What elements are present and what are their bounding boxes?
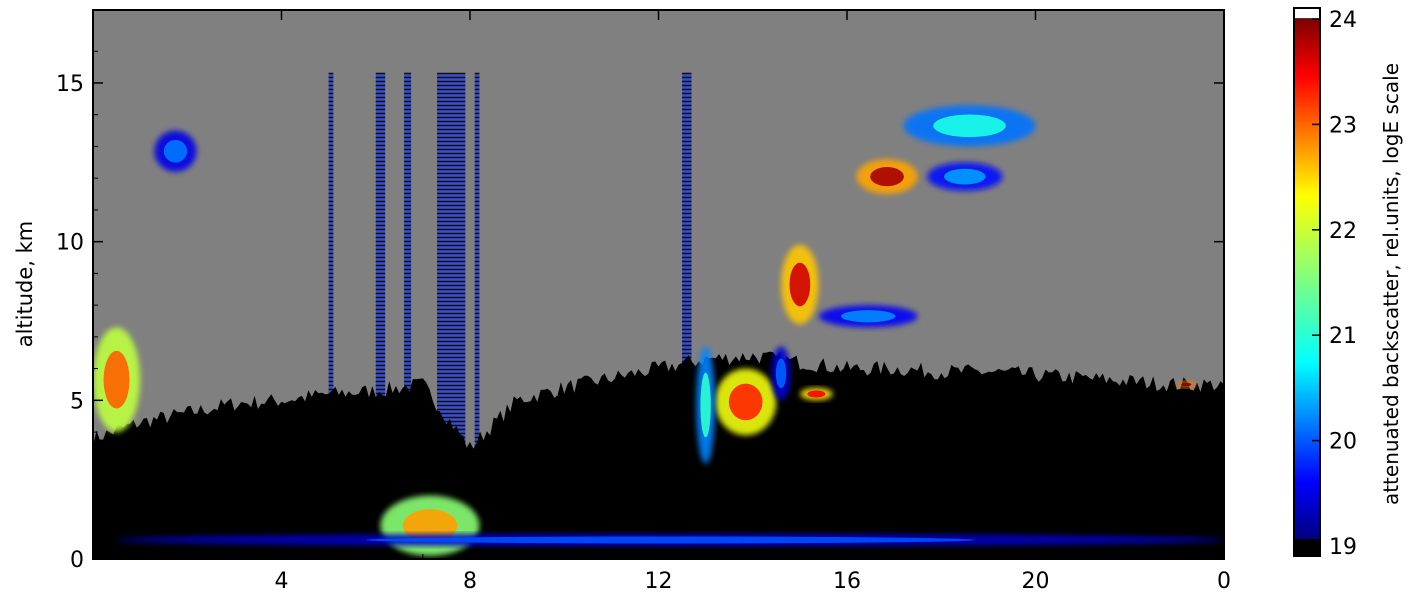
cloud-core <box>1181 382 1192 387</box>
cloud-layer <box>903 105 1036 147</box>
x-tick-label: 0 <box>1217 569 1231 594</box>
cloud-layer <box>715 368 777 436</box>
cloud-layer <box>154 130 197 172</box>
colorbar-over-cap <box>1293 7 1321 20</box>
missing-data-column <box>682 73 692 559</box>
y-tick-label: 10 <box>56 231 84 256</box>
cloud-core <box>365 536 975 544</box>
missing-data-column <box>474 73 480 559</box>
cloud-layer <box>771 346 791 401</box>
colorbar-frame <box>1293 7 1321 557</box>
x-tick-label: 20 <box>1022 569 1050 594</box>
cloud-layer <box>799 387 833 401</box>
colorbar-tick-label: 22 <box>1329 219 1357 244</box>
cloud-layer <box>818 305 918 328</box>
cloud-core <box>728 383 763 421</box>
y-axis-label: altitude, km <box>13 221 37 348</box>
cloud-core <box>933 114 1006 138</box>
colorbar-gradient <box>1294 19 1320 539</box>
colorbar-tick-label: 23 <box>1329 113 1357 138</box>
colorbar-tick-label: 19 <box>1329 535 1357 560</box>
cloud-layer <box>856 159 918 195</box>
colorbar: 19 20 21 22 23 24 attenuated backscatter, rel… <box>1293 7 1403 560</box>
missing-data-column <box>375 73 386 559</box>
colorbar-tick-label: 20 <box>1329 430 1357 455</box>
x-tick-label: 12 <box>645 569 673 594</box>
noise-fill <box>93 351 1224 559</box>
colorbar-ticks: 19 20 21 22 23 24 <box>1312 8 1357 560</box>
cloud-core <box>840 310 896 323</box>
y-tick-label: 5 <box>70 389 84 414</box>
cloud-core <box>944 168 986 185</box>
colorbar-tick-label: 21 <box>1329 324 1357 349</box>
colorbar-label: attenuated backscatter, rel.units, logE … <box>1379 63 1403 505</box>
cloud-core <box>775 358 787 389</box>
cloud-core <box>789 262 811 307</box>
cloud-core <box>807 390 826 398</box>
y-tick-label: 0 <box>70 548 84 573</box>
cloud-layer <box>927 162 1003 191</box>
cloud-layers <box>93 105 1224 556</box>
cloud-layer <box>1176 381 1196 388</box>
colorbar-under-cap <box>1294 539 1320 556</box>
y-axis: 0 5 10 15 <box>56 50 1224 573</box>
cloud-layer <box>93 327 141 433</box>
cloud-layer <box>116 533 1224 547</box>
cloud-core <box>402 509 458 543</box>
y-tick-label: 15 <box>56 72 84 97</box>
cloud-core <box>163 139 188 163</box>
x-axis: 4 8 12 16 20 0 <box>139 10 1231 594</box>
cloud-layer <box>380 495 480 556</box>
cloud-layer <box>696 346 716 464</box>
cloud-core <box>103 350 130 409</box>
plot-area <box>93 10 1224 559</box>
colorbar-tick-label: 24 <box>1329 8 1357 33</box>
cloud-layer <box>781 244 819 325</box>
x-tick-label: 8 <box>463 569 477 594</box>
cloud-core <box>700 372 711 438</box>
x-tick-label: 16 <box>833 569 861 594</box>
missing-data-column <box>404 73 412 559</box>
missing-data-columns <box>328 72 692 559</box>
x-tick-label: 4 <box>275 569 289 594</box>
noise-region <box>93 351 1224 559</box>
missing-data-column <box>328 73 334 559</box>
cloud-core <box>870 167 904 187</box>
